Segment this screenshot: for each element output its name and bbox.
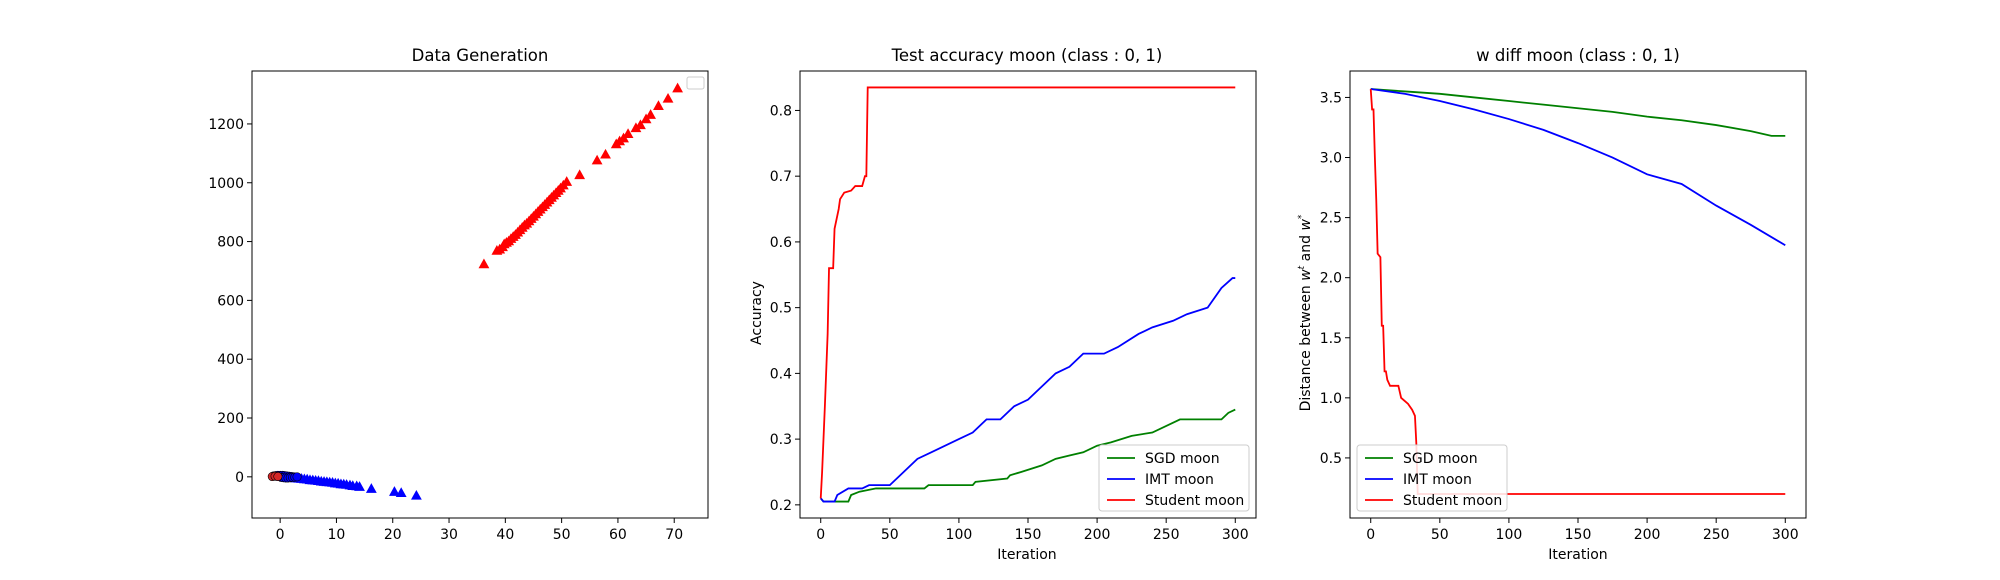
legend-box <box>1098 444 1250 512</box>
series-line <box>820 277 1236 503</box>
x-tick-label: 150 <box>1015 527 1042 543</box>
data-generation-panel: Data Generation 0 10 20 30 40 50 60 70 0 200 400 60… <box>208 46 709 543</box>
scatter-point <box>672 82 683 93</box>
x-tick-label: 50 <box>1431 527 1449 543</box>
y-tick-label: 0.4 <box>770 366 792 382</box>
y-tick-label: 0.5 <box>770 301 792 317</box>
axis-ticks: 0 10 20 30 40 50 60 70 0 200 400 600 800 1000 1200 <box>208 117 683 543</box>
series-line <box>1369 88 1786 495</box>
x-tick-label: 20 <box>384 527 402 543</box>
y-tick-label: 0 <box>235 470 244 486</box>
y-tick-label: 0.2 <box>770 498 792 514</box>
y-axis-label: Accuracy <box>749 281 765 345</box>
x-tick-label: 250 <box>1153 527 1180 543</box>
scatter-point <box>600 148 611 159</box>
x-tick-label: 50 <box>553 527 571 543</box>
scatter-point <box>630 122 642 133</box>
y-tick-label: 0.8 <box>770 103 792 119</box>
series-line <box>1370 88 1786 137</box>
scatter-point <box>292 472 302 482</box>
y-tick-label: 2.0 <box>1320 271 1342 287</box>
scatter-point <box>365 483 377 493</box>
x-tick-label: 300 <box>1772 527 1799 543</box>
y-tick-label: 1.0 <box>1320 391 1342 407</box>
test-accuracy-panel: Test accuracy moon (class : 0, 1) 0 50 100… <box>749 46 1257 563</box>
y-tick-label: 600 <box>217 293 244 309</box>
x-tick-label: 0 <box>1366 527 1375 543</box>
axes-frame <box>251 70 709 519</box>
y-tick-label: 1000 <box>208 176 244 192</box>
plot-area <box>251 70 709 519</box>
plot-area <box>799 70 1257 519</box>
legend: SGD moon IMT moon Student moon <box>1098 444 1250 512</box>
plot-area <box>1349 70 1807 519</box>
series-line <box>1370 88 1786 247</box>
scatter-point <box>389 486 400 496</box>
x-axis-label: Iteration <box>997 547 1056 563</box>
x-tick-label: 150 <box>1565 527 1592 543</box>
scatter-point <box>561 176 573 186</box>
y-tick-label: 200 <box>217 411 244 427</box>
scatter-point <box>354 481 365 491</box>
legend: SGD moon IMT moon Student moon <box>1356 444 1508 512</box>
x-tick-label: 60 <box>609 527 627 543</box>
legend-label: SGD moon <box>1145 451 1220 467</box>
x-tick-label: 10 <box>328 527 346 543</box>
scatter-point <box>574 169 586 180</box>
y-tick-label: 1200 <box>208 117 244 133</box>
scatter-point <box>662 92 674 103</box>
chart-title: w diff moon (class : 0, 1) <box>1476 46 1680 65</box>
legend-box <box>686 76 705 90</box>
y-tick-label: 0.6 <box>770 235 792 251</box>
chart-title: Test accuracy moon (class : 0, 1) <box>891 46 1163 65</box>
scatter-point <box>410 489 422 500</box>
x-tick-label: 200 <box>1084 527 1111 543</box>
scatter-point <box>478 258 490 269</box>
axis-ticks: 0 50 100 150 200 250 300 0.5 1.0 1.5 2.0 2.5 3.0 3.5 <box>1320 90 1799 543</box>
y-tick-label: 3.5 <box>1320 90 1342 106</box>
y-axis-label: Distance between wt and w* <box>1297 214 1314 411</box>
x-tick-label: 50 <box>881 527 899 543</box>
y-tick-label: 0.3 <box>770 432 792 448</box>
legend-label: IMT moon <box>1403 472 1472 488</box>
y-tick-label: 3.0 <box>1320 151 1342 167</box>
x-tick-label: 100 <box>946 527 973 543</box>
scatter-point <box>622 128 634 138</box>
scatter-point <box>395 487 407 498</box>
series-line <box>820 408 1236 503</box>
legend-label: IMT moon <box>1145 472 1214 488</box>
x-tick-label: 0 <box>816 527 825 543</box>
scatter-point <box>591 154 603 165</box>
y-tick-label: 0.7 <box>770 169 792 185</box>
x-tick-label: 300 <box>1222 527 1249 543</box>
x-tick-label: 0 <box>276 527 285 543</box>
y-tick-label: 400 <box>217 352 244 368</box>
scatter-point <box>653 100 664 111</box>
x-tick-label: 40 <box>496 527 514 543</box>
series-line <box>819 86 1236 499</box>
x-tick-label: 250 <box>1703 527 1730 543</box>
scatter-point <box>645 109 656 119</box>
y-tick-label: 0.5 <box>1320 451 1342 467</box>
x-axis-label: Iteration <box>1548 547 1607 563</box>
legend-label: Student moon <box>1403 493 1502 509</box>
y-tick-label: 1.5 <box>1320 331 1342 347</box>
legend-label: Student moon <box>1145 493 1244 509</box>
x-tick-label: 70 <box>665 527 683 543</box>
y-tick-label: 2.5 <box>1320 211 1342 227</box>
x-tick-label: 100 <box>1496 527 1523 543</box>
w-diff-panel: w diff moon (class : 0, 1) 0 50 100 150 200 2… <box>1297 46 1807 563</box>
legend-box <box>1356 444 1508 512</box>
scatter-point <box>273 472 283 482</box>
legend-label: SGD moon <box>1403 451 1478 467</box>
x-tick-label: 200 <box>1634 527 1661 543</box>
y-tick-label: 800 <box>217 235 244 251</box>
x-tick-label: 30 <box>440 527 458 543</box>
chart-title: Data Generation <box>412 46 549 65</box>
axis-ticks: 0 50 100 150 200 250 300 0.2 0.3 0.4 0.5 0.6 0.7 0.8 <box>770 103 1249 543</box>
scatter-point <box>635 119 646 130</box>
